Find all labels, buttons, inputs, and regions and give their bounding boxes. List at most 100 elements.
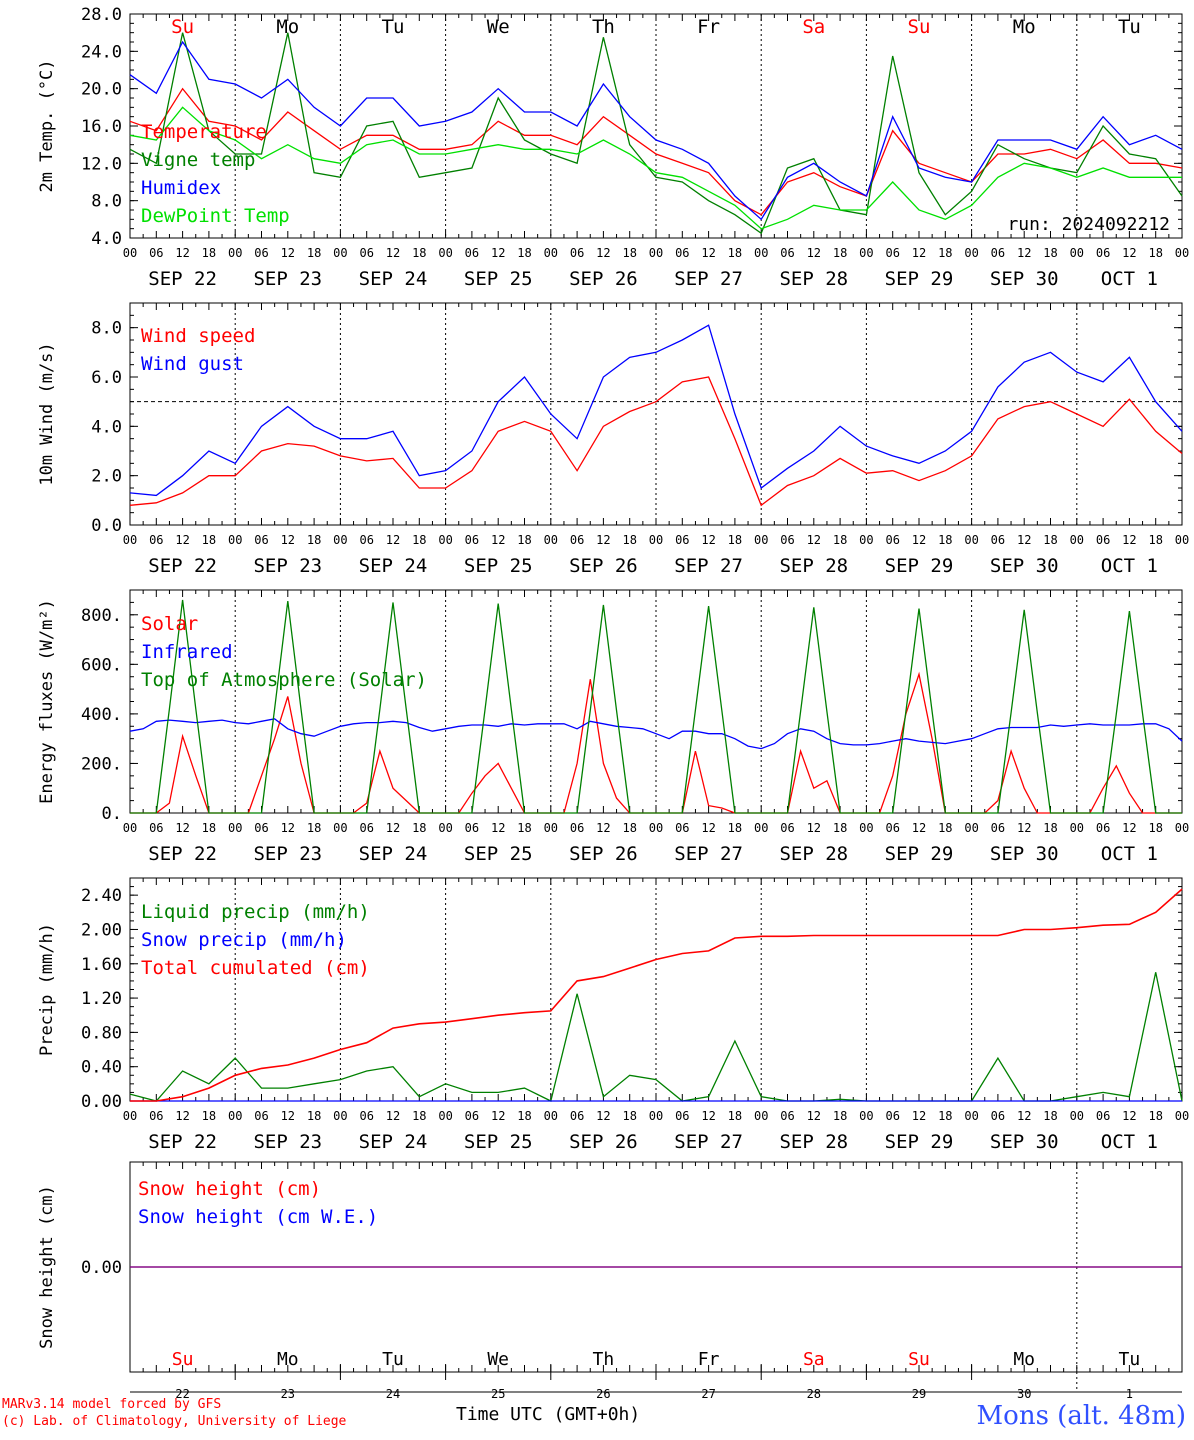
hour-tick-label: 12 bbox=[701, 1109, 715, 1123]
hour-tick-label: 18 bbox=[517, 533, 531, 547]
y-tick-label: 6.0 bbox=[91, 368, 122, 388]
hour-tick-label: 06 bbox=[465, 533, 479, 547]
hour-tick-label: 00 bbox=[1175, 1109, 1189, 1123]
series-line-total-cumulated-cm- bbox=[130, 888, 1183, 1102]
weekday-label-bottom: Mo bbox=[1013, 1349, 1035, 1370]
hour-tick-label: 12 bbox=[1122, 821, 1136, 835]
hour-tick-label: 06 bbox=[359, 533, 373, 547]
day-number-label: 24 bbox=[386, 1387, 400, 1401]
hour-tick-label: 00 bbox=[1175, 533, 1189, 547]
day-label: SEP 30 bbox=[990, 843, 1059, 865]
y-tick-label: 1.60 bbox=[81, 955, 122, 975]
y-axis-label: Energy fluxes (W/m²) bbox=[37, 599, 57, 804]
hour-tick-label: 00 bbox=[1070, 246, 1084, 260]
day-label: SEP 22 bbox=[148, 268, 217, 290]
hour-tick-label: 00 bbox=[333, 821, 347, 835]
hour-tick-label: 00 bbox=[544, 246, 558, 260]
hour-tick-label: 00 bbox=[438, 533, 452, 547]
hour-tick-label: 18 bbox=[1043, 821, 1057, 835]
weekday-label-bottom: Tu bbox=[382, 1349, 404, 1370]
weekday-label-bottom: Su bbox=[908, 1349, 930, 1370]
day-label: SEP 29 bbox=[885, 268, 954, 290]
hour-tick-label: 12 bbox=[1017, 821, 1031, 835]
y-tick-label: 24.0 bbox=[81, 42, 122, 62]
hour-tick-label: 12 bbox=[1122, 533, 1136, 547]
hour-tick-label: 06 bbox=[780, 1109, 794, 1123]
hour-tick-label: 06 bbox=[780, 246, 794, 260]
day-label: SEP 23 bbox=[253, 268, 322, 290]
hour-tick-label: 06 bbox=[149, 246, 163, 260]
hour-tick-label: 06 bbox=[149, 1109, 163, 1123]
hour-tick-label: 00 bbox=[859, 821, 873, 835]
hour-tick-label: 00 bbox=[1070, 1109, 1084, 1123]
day-label: OCT 1 bbox=[1101, 843, 1158, 865]
hour-tick-label: 06 bbox=[465, 246, 479, 260]
day-number-label: 22 bbox=[175, 1387, 189, 1401]
hour-tick-label: 12 bbox=[386, 821, 400, 835]
day-label: SEP 27 bbox=[674, 843, 743, 865]
hour-tick-label: 06 bbox=[991, 821, 1005, 835]
day-label: SEP 29 bbox=[885, 555, 954, 577]
station-label: Mons (alt. 48m) bbox=[976, 1401, 1186, 1431]
day-number-label: 28 bbox=[807, 1387, 821, 1401]
hour-tick-label: 00 bbox=[333, 533, 347, 547]
day-label: SEP 26 bbox=[569, 843, 638, 865]
y-tick-label: 200. bbox=[81, 754, 122, 774]
hour-tick-label: 12 bbox=[912, 246, 926, 260]
hour-tick-label: 12 bbox=[175, 246, 189, 260]
series-line-wind-speed bbox=[129, 376, 1183, 507]
hour-tick-label: 12 bbox=[701, 246, 715, 260]
hour-tick-label: 18 bbox=[202, 246, 216, 260]
hour-tick-label: 18 bbox=[622, 821, 636, 835]
hour-tick-label: 18 bbox=[517, 246, 531, 260]
hour-tick-label: 18 bbox=[202, 1109, 216, 1123]
hour-tick-label: 12 bbox=[175, 533, 189, 547]
hour-tick-label: 12 bbox=[281, 821, 295, 835]
day-label: SEP 26 bbox=[569, 268, 638, 290]
hour-tick-label: 00 bbox=[438, 821, 452, 835]
hour-tick-label: 06 bbox=[254, 1109, 268, 1123]
weekday-label: Su bbox=[171, 16, 194, 38]
y-axis-label: Precip (mm/h) bbox=[37, 923, 57, 1056]
day-label: SEP 27 bbox=[674, 1131, 743, 1153]
hour-tick-label: 18 bbox=[622, 1109, 636, 1123]
weekday-label: Mo bbox=[276, 16, 299, 38]
hour-tick-label: 18 bbox=[833, 533, 847, 547]
hour-tick-label: 12 bbox=[596, 1109, 610, 1123]
hour-tick-label: 18 bbox=[938, 533, 952, 547]
hour-tick-label: 18 bbox=[622, 533, 636, 547]
hour-tick-label: 06 bbox=[359, 1109, 373, 1123]
hour-tick-label: 06 bbox=[1096, 821, 1110, 835]
hour-tick-label: 18 bbox=[412, 821, 426, 835]
hour-tick-label: 00 bbox=[754, 246, 768, 260]
x-axis-time-label: Time UTC (GMT+0h) bbox=[456, 1404, 641, 1425]
hour-tick-label: 18 bbox=[1043, 533, 1057, 547]
hour-tick-label: 06 bbox=[254, 821, 268, 835]
day-label: SEP 28 bbox=[779, 555, 848, 577]
hour-tick-label: 06 bbox=[570, 246, 584, 260]
hour-tick-label: 06 bbox=[1096, 246, 1110, 260]
y-tick-label: 800. bbox=[81, 606, 122, 626]
y-tick-label: 0.00 bbox=[81, 1258, 122, 1278]
day-number-label: 27 bbox=[701, 1387, 715, 1401]
hour-tick-label: 18 bbox=[938, 821, 952, 835]
hour-tick-label: 00 bbox=[1175, 246, 1189, 260]
series-line-wind-gust bbox=[129, 324, 1183, 497]
y-axis-label: 10m Wind (m/s) bbox=[37, 342, 57, 485]
hour-tick-label: 18 bbox=[202, 533, 216, 547]
weekday-label: Th bbox=[592, 16, 615, 38]
day-number-label: 29 bbox=[912, 1387, 926, 1401]
hour-tick-label: 00 bbox=[544, 821, 558, 835]
legend-dewpoint-temp: DewPoint Temp bbox=[141, 205, 290, 227]
hour-tick-label: 18 bbox=[728, 1109, 742, 1123]
hour-tick-label: 18 bbox=[412, 533, 426, 547]
hour-tick-label: 00 bbox=[333, 246, 347, 260]
weekday-label-bottom: Mo bbox=[277, 1349, 299, 1370]
hour-tick-label: 06 bbox=[675, 821, 689, 835]
hour-tick-label: 00 bbox=[228, 821, 242, 835]
hour-tick-label: 00 bbox=[544, 1109, 558, 1123]
hour-tick-label: 12 bbox=[491, 533, 505, 547]
y-tick-label: 4.0 bbox=[91, 417, 122, 437]
y-tick-label: 16.0 bbox=[81, 117, 122, 137]
